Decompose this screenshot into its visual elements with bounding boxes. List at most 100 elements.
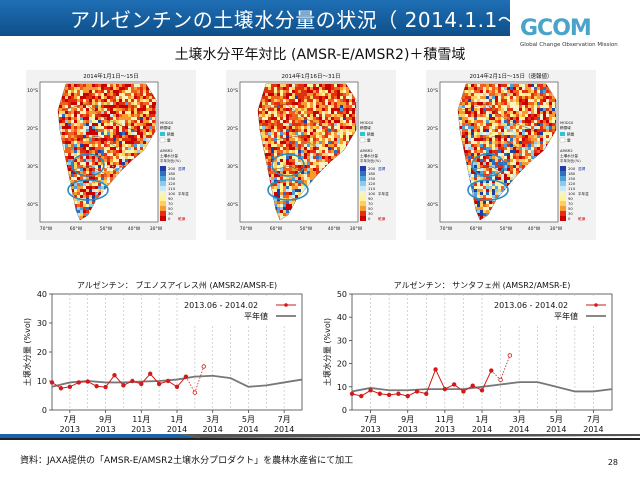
data-point [85, 379, 90, 384]
scale-swatch [160, 186, 166, 191]
scale-swatch [160, 166, 166, 171]
scale-title: 平年対比(%) [160, 158, 181, 163]
scale-tick: 110 [568, 186, 576, 191]
scale-swatch [160, 206, 166, 211]
map-caption: 2014年2月1日～15日（速報値） [470, 72, 553, 80]
x-tick-month: 7月 [278, 415, 291, 424]
footer-divider [0, 434, 640, 440]
scale-tick: 200 [568, 166, 576, 171]
series-observed-line [51, 372, 187, 389]
scale-tick: 100 [368, 191, 376, 196]
y-tick-label: 40 [337, 313, 347, 322]
x-tick-year: 2014 [472, 425, 492, 434]
map-panel-3: 2014年2月1日～15日（速報値） 10°S 20°S 30°S 40°S 70°W 60… [426, 70, 596, 240]
y-tick-label: 0 [342, 406, 347, 415]
chart-buenos-aires: アルゼンチン： ブエノスアイレス州 (AMSR2/AMSR-E) 0 10 20 30 4… [22, 280, 303, 434]
y-tick-label: 30 [337, 336, 347, 345]
y-axis-label: 土壌水分量 (%vol) [22, 318, 32, 386]
scale-tick: 180 [568, 171, 576, 176]
series-observed-line [351, 368, 492, 397]
chart-title: アルゼンチン： ブエノスアイレス州 (AMSR2/AMSR-E) [77, 280, 277, 290]
santa-fe-outline [271, 153, 305, 177]
scale-swatch [360, 216, 366, 221]
x-tick-month: 9月 [401, 415, 414, 424]
gcom-logo-subtitle: Global Change Observation Mission [520, 42, 618, 48]
legend-observed-label: 2013.06 - 2014.02 [494, 301, 568, 310]
cloud-legend-item: 雲 [367, 138, 371, 143]
snow-legend-item: 積雪 [167, 132, 175, 137]
x-tick-month: 1月 [170, 415, 183, 424]
x-tick-year: 2014 [167, 425, 187, 434]
scale-tick: 30 [368, 211, 373, 216]
data-point [139, 381, 144, 387]
x-tick-year: 2014 [238, 425, 258, 434]
data-point [94, 384, 99, 389]
scale-tick: 120 [368, 181, 376, 186]
scale-note-wet: 湿潤 [578, 166, 586, 171]
x-tick-month: 7月 [587, 415, 600, 424]
data-point [174, 384, 180, 389]
x-tick-year: 2014 [583, 425, 603, 434]
lat-label: 40°S [427, 202, 438, 208]
snow-legend-title: 積雪域 [560, 125, 571, 130]
scale-tick: 90 [368, 196, 373, 201]
scale-swatch [160, 171, 166, 176]
legend-observed-label: 2013.06 - 2014.02 [184, 301, 258, 310]
x-tick-year: 2013 [398, 425, 418, 434]
x-tick-year: 2013 [131, 425, 151, 434]
scale-swatch [560, 216, 566, 221]
buenos-aires-outline [267, 179, 309, 201]
legend-observed-marker [284, 303, 288, 307]
lat-label: 10°S [427, 88, 438, 94]
scale-tick: 200 [368, 166, 376, 171]
x-tick-month: 11月 [132, 415, 150, 424]
snow-legend-title: 積雪域 [160, 125, 171, 130]
x-tick-month: 7月 [63, 415, 76, 424]
y-axis-label: 土壌水分量 (%vol) [322, 318, 332, 386]
santa-fe-outline [71, 153, 105, 177]
x-tick-year: 2013 [360, 425, 380, 434]
scale-swatch [360, 191, 366, 196]
series-normal-line [51, 374, 303, 388]
data-point [192, 390, 198, 395]
scale-tick: 30 [568, 211, 573, 216]
map-caption: 2014年1月16日～31日 [282, 72, 341, 80]
lat-label: 10°S [227, 88, 238, 94]
scale-swatch [360, 176, 366, 181]
y-tick-label: 0 [42, 406, 47, 415]
lon-label: 60°W [470, 226, 483, 232]
cloud-legend-item: 雲 [567, 138, 571, 143]
scale-note-normal: 平年並 [578, 191, 589, 196]
lat-label: 40°S [27, 202, 38, 208]
scale-tick: 150 [368, 176, 376, 181]
data-point [112, 372, 117, 378]
data-point [368, 388, 373, 393]
scale-tick: 120 [568, 181, 576, 186]
scale-swatch [560, 201, 566, 206]
data-point [396, 391, 401, 396]
data-point [130, 378, 135, 384]
chart-santa-fe: アルゼンチン： サンタフェ州 (AMSR2/AMSR-E) 0 10 20 30 40 50… [322, 280, 613, 434]
data-point [424, 391, 429, 396]
x-tick-year: 2013 [95, 425, 115, 434]
lon-label: 30°W [550, 226, 563, 232]
data-point [165, 378, 171, 384]
data-point [49, 380, 55, 385]
snow-swatch [360, 132, 365, 136]
buenos-aires-outline [67, 179, 109, 201]
scale-note-dry: 乾燥 [178, 216, 186, 221]
lon-label: 70°W [240, 226, 253, 232]
region-label-buenos-aires: ブエノスアイレス州 [94, 187, 152, 196]
scale-swatch [560, 181, 566, 186]
x-tick-month: 3月 [206, 415, 219, 424]
lat-label: 10°S [27, 88, 38, 94]
scale-swatch [360, 201, 366, 206]
scale-swatch [560, 171, 566, 176]
data-point [103, 384, 108, 390]
data-point [58, 386, 64, 391]
scale-swatch [160, 196, 166, 201]
data-point [414, 389, 420, 394]
scale-swatch [160, 191, 166, 196]
scale-swatch [360, 211, 366, 216]
x-tick-year: 2014 [546, 425, 566, 434]
